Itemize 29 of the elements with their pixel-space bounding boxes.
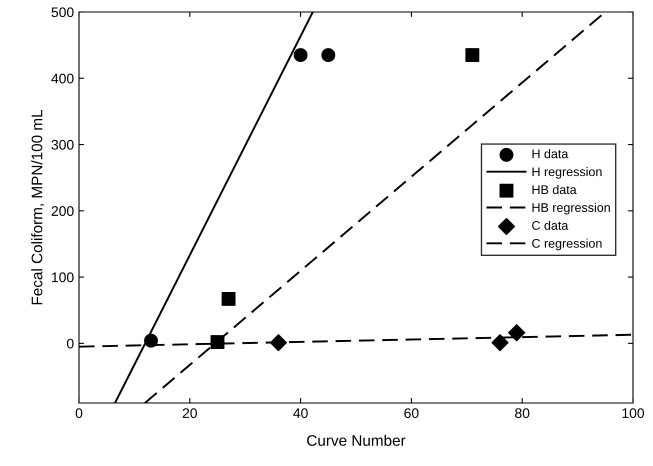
legend-label: H data: [532, 149, 568, 158]
y-tick-label: 500: [52, 7, 74, 18]
x-tick-label: 60: [404, 408, 419, 418]
point: [465, 48, 480, 62]
x-tick-label: 20: [182, 408, 197, 418]
x-tick-label: 100: [622, 408, 644, 418]
legend-label: H regression: [532, 167, 602, 179]
legend-label: HB regression: [532, 202, 610, 214]
legend-label: HB data: [532, 184, 577, 194]
x-tick-label: 40: [293, 408, 308, 418]
y-tick-label: 0: [66, 338, 74, 349]
point: [491, 334, 509, 352]
point: [270, 334, 287, 352]
point: [294, 48, 308, 62]
point: [222, 292, 236, 306]
y-tick-label: 100: [52, 272, 74, 282]
y-tick-label: 200: [52, 206, 74, 216]
y-axis-title: Fecal Coliform, MPN/100 mL: [31, 110, 44, 304]
point: [144, 334, 158, 348]
x-axis-title: Curve Number: [307, 434, 406, 446]
point: [321, 48, 336, 62]
x-tick-label: 80: [515, 408, 530, 418]
legend-label: C regression: [532, 238, 602, 250]
point: [508, 324, 526, 342]
x-tick-label: 0: [76, 408, 82, 418]
y-tick-label: 300: [52, 140, 74, 150]
y-tick-label: 400: [51, 74, 74, 84]
legend-label: C data: [532, 220, 568, 230]
point: [210, 335, 224, 349]
